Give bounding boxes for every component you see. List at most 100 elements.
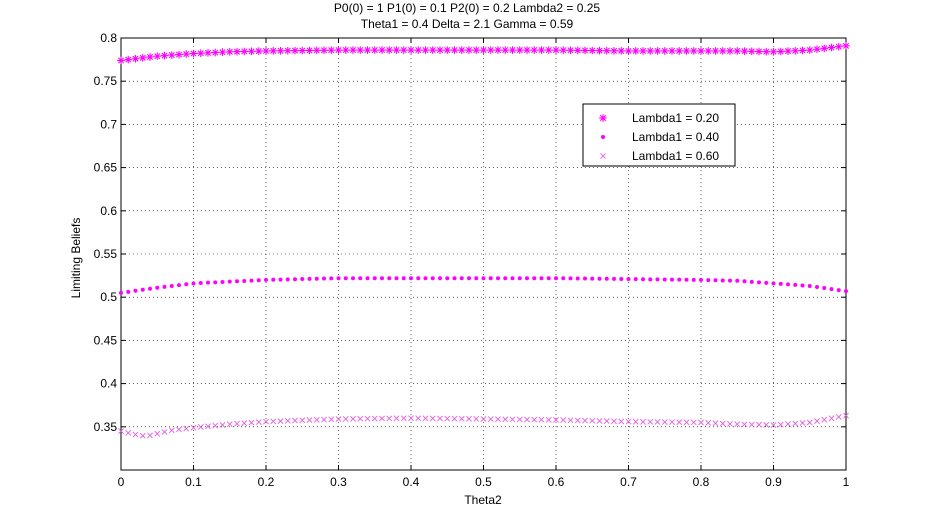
data-point (233, 47, 241, 56)
data-point (641, 277, 645, 282)
data-point (349, 46, 357, 54)
data-point (682, 47, 691, 55)
data-point (436, 46, 444, 54)
data-point (626, 277, 631, 282)
data-point (517, 276, 522, 281)
y-tick-label: 0.7 (100, 117, 117, 131)
data-point (278, 277, 283, 282)
data-point (769, 48, 778, 56)
series-3 (118, 412, 849, 439)
data-point (328, 416, 335, 423)
data-point (140, 287, 145, 292)
data-point (365, 276, 370, 281)
data-point (821, 416, 828, 423)
data-point (553, 416, 559, 423)
data-point (212, 422, 219, 429)
x-axis-label: Theta2 (464, 493, 502, 507)
data-point (530, 46, 539, 54)
data-point (496, 276, 500, 281)
legend-label: Lambda1 = 0.20 (632, 111, 719, 125)
data-point (400, 415, 407, 422)
data-point (588, 46, 597, 55)
data-point (778, 281, 783, 286)
data-point (182, 50, 191, 58)
data-point (146, 53, 154, 61)
data-point (386, 415, 393, 422)
data-point (617, 47, 626, 55)
data-point (380, 276, 384, 281)
data-point (299, 417, 306, 424)
data-point (494, 46, 502, 54)
data-point (118, 428, 124, 435)
data-point (827, 43, 836, 52)
data-point (474, 276, 479, 281)
data-point (343, 276, 348, 281)
data-point (531, 416, 538, 423)
x-tick-label: 0.4 (403, 475, 420, 489)
data-point (364, 415, 371, 422)
data-point (139, 432, 146, 439)
data-point (822, 286, 827, 291)
data-point (197, 424, 204, 430)
data-point (740, 47, 749, 55)
data-point (604, 276, 609, 281)
data-point (844, 289, 848, 294)
data-point (560, 417, 567, 423)
data-point (611, 418, 617, 425)
data-point (465, 46, 473, 54)
data-point (581, 46, 589, 55)
data-point (631, 47, 640, 55)
data-point (684, 277, 689, 282)
data-point (206, 280, 210, 285)
data-point (125, 429, 132, 436)
data-point (596, 418, 603, 424)
data-point (537, 46, 546, 54)
legend-marker (599, 114, 607, 122)
data-point (416, 276, 421, 281)
data-point (305, 46, 314, 55)
data-point (271, 277, 276, 282)
data-point (573, 46, 582, 55)
data-point (624, 47, 633, 55)
data-point (639, 47, 647, 55)
data-point (610, 46, 618, 55)
data-point (372, 276, 377, 281)
data-point (798, 46, 807, 55)
data-point (719, 420, 726, 427)
data-point (414, 46, 423, 54)
data-point (829, 287, 834, 292)
data-point (770, 422, 777, 428)
data-point (747, 47, 756, 56)
data-point (298, 46, 307, 55)
data-point (183, 425, 190, 432)
data-point (219, 421, 226, 428)
data-point (712, 420, 719, 427)
data-point (800, 283, 805, 288)
data-point (495, 416, 501, 423)
x-tick-label: 0.2 (258, 475, 275, 489)
data-point (341, 46, 350, 54)
data-point (147, 432, 153, 439)
data-point (734, 421, 741, 428)
data-point (805, 46, 814, 54)
data-point (379, 415, 385, 422)
data-point (480, 416, 487, 422)
data-point (313, 416, 320, 423)
data-point (327, 46, 336, 54)
data-point (792, 420, 799, 427)
y-tick-label: 0.4 (100, 377, 117, 391)
legend-marker (600, 153, 606, 159)
data-point (742, 279, 747, 284)
x-tick-label: 0.8 (693, 475, 710, 489)
data-point (450, 46, 459, 54)
y-tick-label: 0.65 (94, 161, 118, 175)
data-point (669, 419, 675, 426)
data-point (132, 431, 139, 438)
data-point (691, 277, 696, 282)
data-point (335, 416, 342, 422)
data-point (749, 279, 754, 284)
data-point (184, 282, 189, 287)
data-point (567, 417, 574, 424)
data-point (735, 278, 740, 283)
data-point (538, 416, 545, 423)
